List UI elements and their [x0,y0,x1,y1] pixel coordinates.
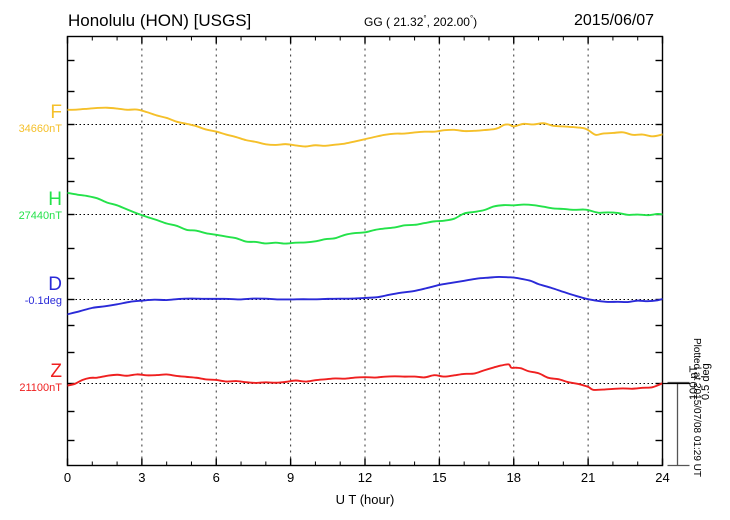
legend-baseline-z: 21100nT [19,382,62,394]
legend-baseline-f: 34660nT [18,123,62,135]
x-tick-label: 24 [655,470,670,485]
coords-mid: , 202.00 [426,15,470,29]
coords-suffix: ) [473,15,478,29]
x-tick-label: 18 [506,470,521,485]
x-tick-label: 3 [138,470,146,485]
plot-frame [66,35,664,467]
plotted-at-timestamp: Plotted at 2015/07/08 01:29 UT [691,338,702,477]
geographic-coordinates: GG ( 21.32°, 202.00°) [364,14,477,29]
scale-bar-deg: 0.5 deg [700,363,712,400]
observation-date: 2015/06/07 [574,12,655,29]
trace-d [67,275,663,316]
degree-symbol-1: ° [423,14,427,23]
x-tick-label: 15 [432,470,447,485]
legend-symbol-f: F [50,102,62,123]
legend-baseline-d: -0.1deg [24,295,62,307]
legend-symbol-d: D [48,274,62,295]
legend-item-f: F 34660nT [19,103,62,136]
trace-h [67,191,663,245]
trace-z [67,363,663,391]
x-tick-label: 9 [287,470,295,485]
page-title: Honolulu (HON) [USGS] [68,11,252,30]
x-tick-label: 21 [580,470,596,485]
scale-bar-label: 100 nT 0.5 deg [688,363,712,400]
degree-symbol-2: ° [469,14,474,23]
legend-item-d: D -0.1deg [25,275,62,308]
scale-bar-nt: 100 nT [688,365,700,400]
x-tick-label: 0 [63,470,72,485]
coords-prefix: GG ( 21.32 [364,15,424,29]
x-tick-label: 6 [212,470,220,485]
legend-symbol-h: H [48,189,62,210]
legend-symbol-z: Z [50,361,62,382]
x-axis-title: U T (hour) [335,492,395,507]
legend-item-z: Z 21100nT [19,362,62,395]
x-tick-label: 12 [357,470,373,485]
trace-f [67,106,663,148]
legend-item-h: H 27440nT [19,190,62,223]
legend-baseline-h: 27440nT [18,210,62,222]
